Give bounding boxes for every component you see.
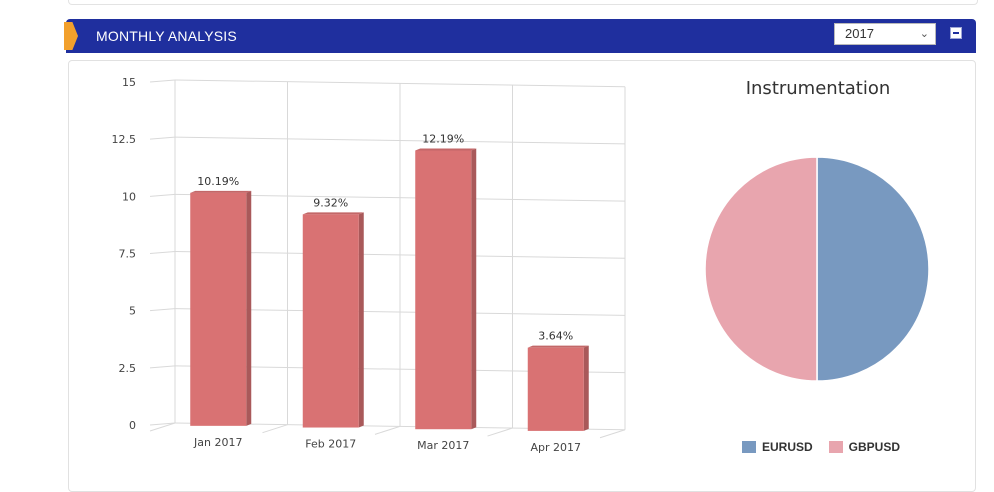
bar-chart: 0 2.5 5 7.5 10 12.5 15 10.19% Jan 2017 9.32% Feb 2… [112,76,626,454]
grid-side [149,422,176,426]
pie-legend: EURUSD GBPUSD [742,440,900,454]
grid-horizontal [174,79,626,88]
bar-front [415,150,472,430]
previous-panel-edge [68,0,978,5]
y-tick-label: 2.5 [119,362,137,375]
legend-swatch-eurusd [742,441,756,453]
x-tick-label: Jan 2017 [193,436,242,449]
bar-feb-2017 [302,212,364,428]
chevron-down-icon: ⌄ [919,28,929,40]
y-tick-label: 7.5 [119,248,137,261]
x-tick-label: Mar 2017 [417,439,469,452]
grid-floor-tick [262,424,288,434]
collapse-button[interactable] [950,27,962,39]
bar-side [583,345,589,431]
panel-title: MONTHLY ANALYSIS [96,28,237,44]
bar-side [471,148,477,430]
bar-data-label: 3.64% [538,330,573,343]
pie-slice-eurusd [816,156,930,382]
grid-side [149,193,176,197]
grid-side [149,308,176,312]
legend-item-gbpusd[interactable]: GBPUSD [828,440,901,454]
bar-data-label: 10.19% [197,175,239,188]
pie-chart [704,156,930,382]
bar-apr-2017 [527,345,589,431]
year-select[interactable]: 2017 ⌄ [834,23,936,45]
y-tick-label: 5 [129,305,136,318]
bar-top [527,345,589,348]
grid-floor-tick [149,422,176,432]
bar-front [302,214,359,428]
pie-chart-title: Instrumentation [745,78,891,99]
bar-data-label: 12.19% [422,132,464,145]
bar-top [302,212,364,215]
bar-mar-2017 [415,148,477,430]
header-accent-tab [64,22,78,50]
panel-header: MONTHLY ANALYSIS 2017 ⌄ [64,19,976,53]
grid-floor-tick [374,425,401,435]
grid-horizontal [174,136,626,145]
bar-front [527,347,584,431]
bar-top [415,148,477,151]
year-select-value: 2017 [845,26,874,41]
grid-side [149,136,176,140]
x-tick-label: Feb 2017 [305,438,356,451]
grid-side [149,251,176,254]
legend-swatch-gbpusd [828,441,843,453]
y-tick-label: 15 [122,76,136,89]
y-tick-label: 12.5 [112,133,137,146]
grid-side [149,365,176,369]
x-tick-label: Apr 2017 [530,441,581,454]
y-tick-label: 0 [129,419,136,432]
y-tick-label: 10 [122,190,136,203]
bar-side [246,190,252,426]
grid-side [149,79,176,83]
legend-label-gbpusd: GBPUSD [848,440,901,454]
bar-front [190,192,247,426]
grid-floor-tick [487,427,513,437]
bar-side [358,212,364,428]
legend-label-eurusd: EURUSD [762,440,813,454]
legend-item-eurusd[interactable]: EURUSD [742,440,813,454]
pie-slice-gbpusd [704,156,818,382]
bar-top [190,190,252,193]
bar-jan-2017 [190,190,252,426]
bar-data-label: 9.32% [313,196,348,209]
grid-floor-tick [599,429,626,439]
